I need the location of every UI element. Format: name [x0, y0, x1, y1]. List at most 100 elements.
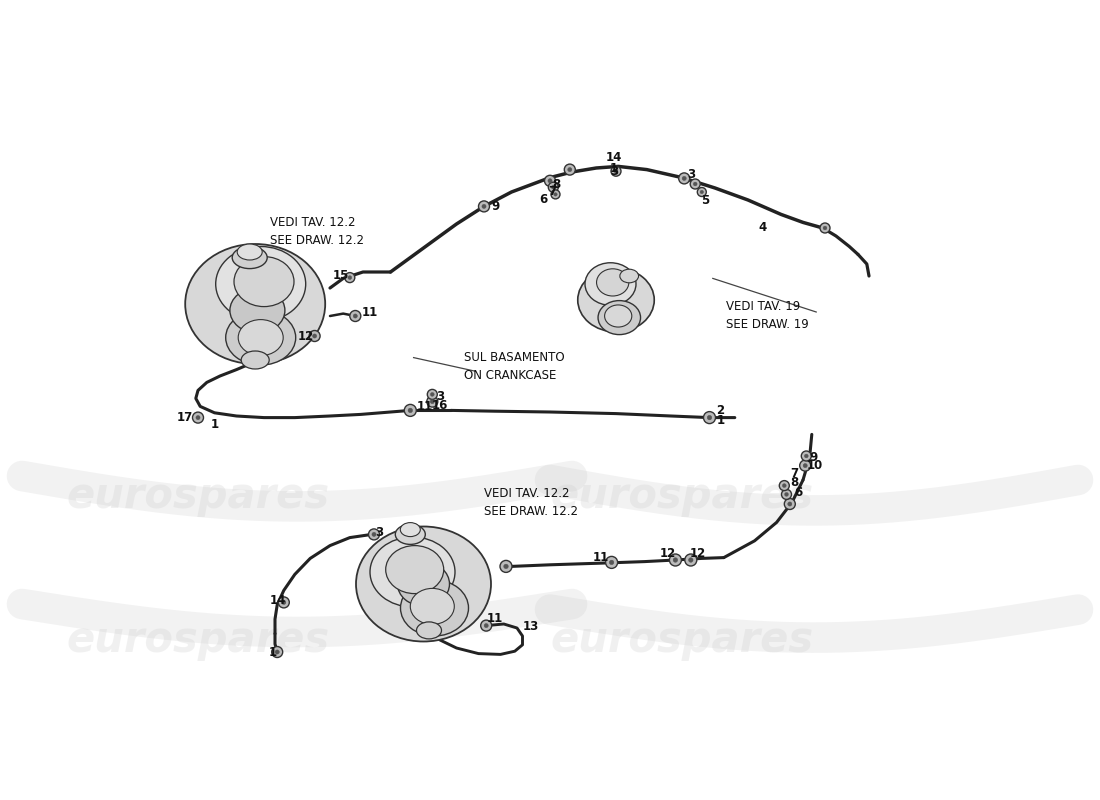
Text: 5: 5 — [701, 194, 710, 206]
Text: 7: 7 — [548, 185, 557, 198]
Text: VEDI TAV. 12.2
SEE DRAW. 12.2: VEDI TAV. 12.2 SEE DRAW. 12.2 — [270, 217, 363, 247]
Text: 1: 1 — [210, 418, 219, 430]
Circle shape — [353, 314, 358, 318]
Circle shape — [430, 393, 434, 396]
Circle shape — [564, 164, 575, 175]
Ellipse shape — [234, 257, 294, 306]
Circle shape — [606, 557, 617, 568]
Ellipse shape — [400, 580, 469, 636]
Circle shape — [782, 484, 786, 487]
Circle shape — [823, 226, 827, 230]
Text: SUL BASAMENTO
ON CRANKCASE: SUL BASAMENTO ON CRANKCASE — [464, 351, 564, 382]
Ellipse shape — [605, 305, 631, 327]
Ellipse shape — [620, 269, 638, 282]
Circle shape — [309, 330, 320, 342]
Text: 11: 11 — [593, 551, 608, 564]
Circle shape — [408, 408, 412, 413]
Text: 3: 3 — [375, 526, 384, 538]
Circle shape — [804, 454, 808, 458]
Ellipse shape — [417, 622, 441, 639]
Circle shape — [697, 187, 706, 197]
Circle shape — [781, 490, 792, 499]
Circle shape — [673, 558, 678, 562]
Circle shape — [350, 310, 361, 322]
Circle shape — [551, 190, 560, 199]
Text: 14: 14 — [606, 151, 621, 164]
Circle shape — [372, 532, 376, 537]
Text: 1: 1 — [268, 646, 277, 658]
Circle shape — [551, 186, 556, 189]
Text: 1: 1 — [609, 162, 618, 174]
Text: 7: 7 — [790, 467, 799, 480]
Text: 9: 9 — [810, 451, 818, 464]
Circle shape — [704, 411, 715, 424]
Text: eurospares: eurospares — [66, 475, 330, 517]
Text: eurospares: eurospares — [550, 619, 814, 661]
Circle shape — [405, 405, 416, 416]
Text: 1: 1 — [716, 414, 725, 426]
Circle shape — [803, 463, 807, 468]
Circle shape — [779, 481, 790, 490]
Ellipse shape — [230, 288, 285, 333]
Circle shape — [278, 597, 289, 608]
Circle shape — [689, 558, 693, 562]
Ellipse shape — [232, 246, 267, 269]
Circle shape — [482, 204, 486, 209]
Ellipse shape — [238, 244, 262, 260]
Text: VEDI TAV. 19
SEE DRAW. 19: VEDI TAV. 19 SEE DRAW. 19 — [726, 301, 808, 331]
Circle shape — [481, 620, 492, 631]
Text: 14: 14 — [271, 594, 286, 606]
Circle shape — [427, 390, 438, 399]
Text: 2: 2 — [716, 404, 725, 417]
Circle shape — [553, 193, 558, 196]
Text: 15: 15 — [333, 269, 349, 282]
Text: 10: 10 — [807, 459, 823, 472]
Text: 12: 12 — [690, 547, 705, 560]
Text: 11: 11 — [362, 306, 377, 318]
Circle shape — [693, 182, 697, 186]
Ellipse shape — [185, 244, 326, 364]
Circle shape — [544, 175, 556, 186]
Text: 16: 16 — [432, 399, 448, 412]
Circle shape — [484, 623, 488, 628]
Text: 11: 11 — [417, 400, 432, 413]
Ellipse shape — [585, 262, 636, 306]
Circle shape — [685, 554, 696, 566]
Ellipse shape — [239, 319, 283, 355]
Text: 17: 17 — [177, 411, 192, 424]
Circle shape — [614, 170, 618, 173]
Text: 8: 8 — [790, 476, 799, 489]
Text: 12: 12 — [660, 547, 675, 560]
Text: 3: 3 — [686, 168, 695, 181]
Circle shape — [282, 600, 286, 605]
Circle shape — [690, 179, 701, 189]
Circle shape — [192, 412, 204, 423]
Circle shape — [801, 451, 812, 461]
Circle shape — [670, 554, 681, 566]
Text: 4: 4 — [758, 221, 767, 234]
Ellipse shape — [410, 589, 454, 624]
Circle shape — [568, 167, 572, 172]
Circle shape — [427, 396, 438, 407]
Text: 12: 12 — [298, 330, 314, 342]
Circle shape — [368, 529, 379, 540]
Circle shape — [348, 276, 352, 279]
Circle shape — [784, 498, 795, 510]
Circle shape — [312, 334, 317, 338]
Circle shape — [430, 399, 434, 404]
Text: eurospares: eurospares — [550, 475, 814, 517]
Ellipse shape — [356, 526, 491, 642]
Circle shape — [344, 273, 355, 282]
Text: eurospares: eurospares — [66, 619, 330, 661]
Text: 13: 13 — [524, 620, 539, 633]
Circle shape — [788, 502, 792, 506]
Ellipse shape — [598, 301, 640, 334]
Ellipse shape — [370, 537, 455, 607]
Circle shape — [272, 646, 283, 658]
Circle shape — [820, 223, 830, 233]
Text: 6: 6 — [794, 486, 803, 498]
Ellipse shape — [386, 546, 443, 594]
Circle shape — [478, 201, 490, 212]
Text: 9: 9 — [491, 200, 499, 213]
Circle shape — [275, 650, 279, 654]
